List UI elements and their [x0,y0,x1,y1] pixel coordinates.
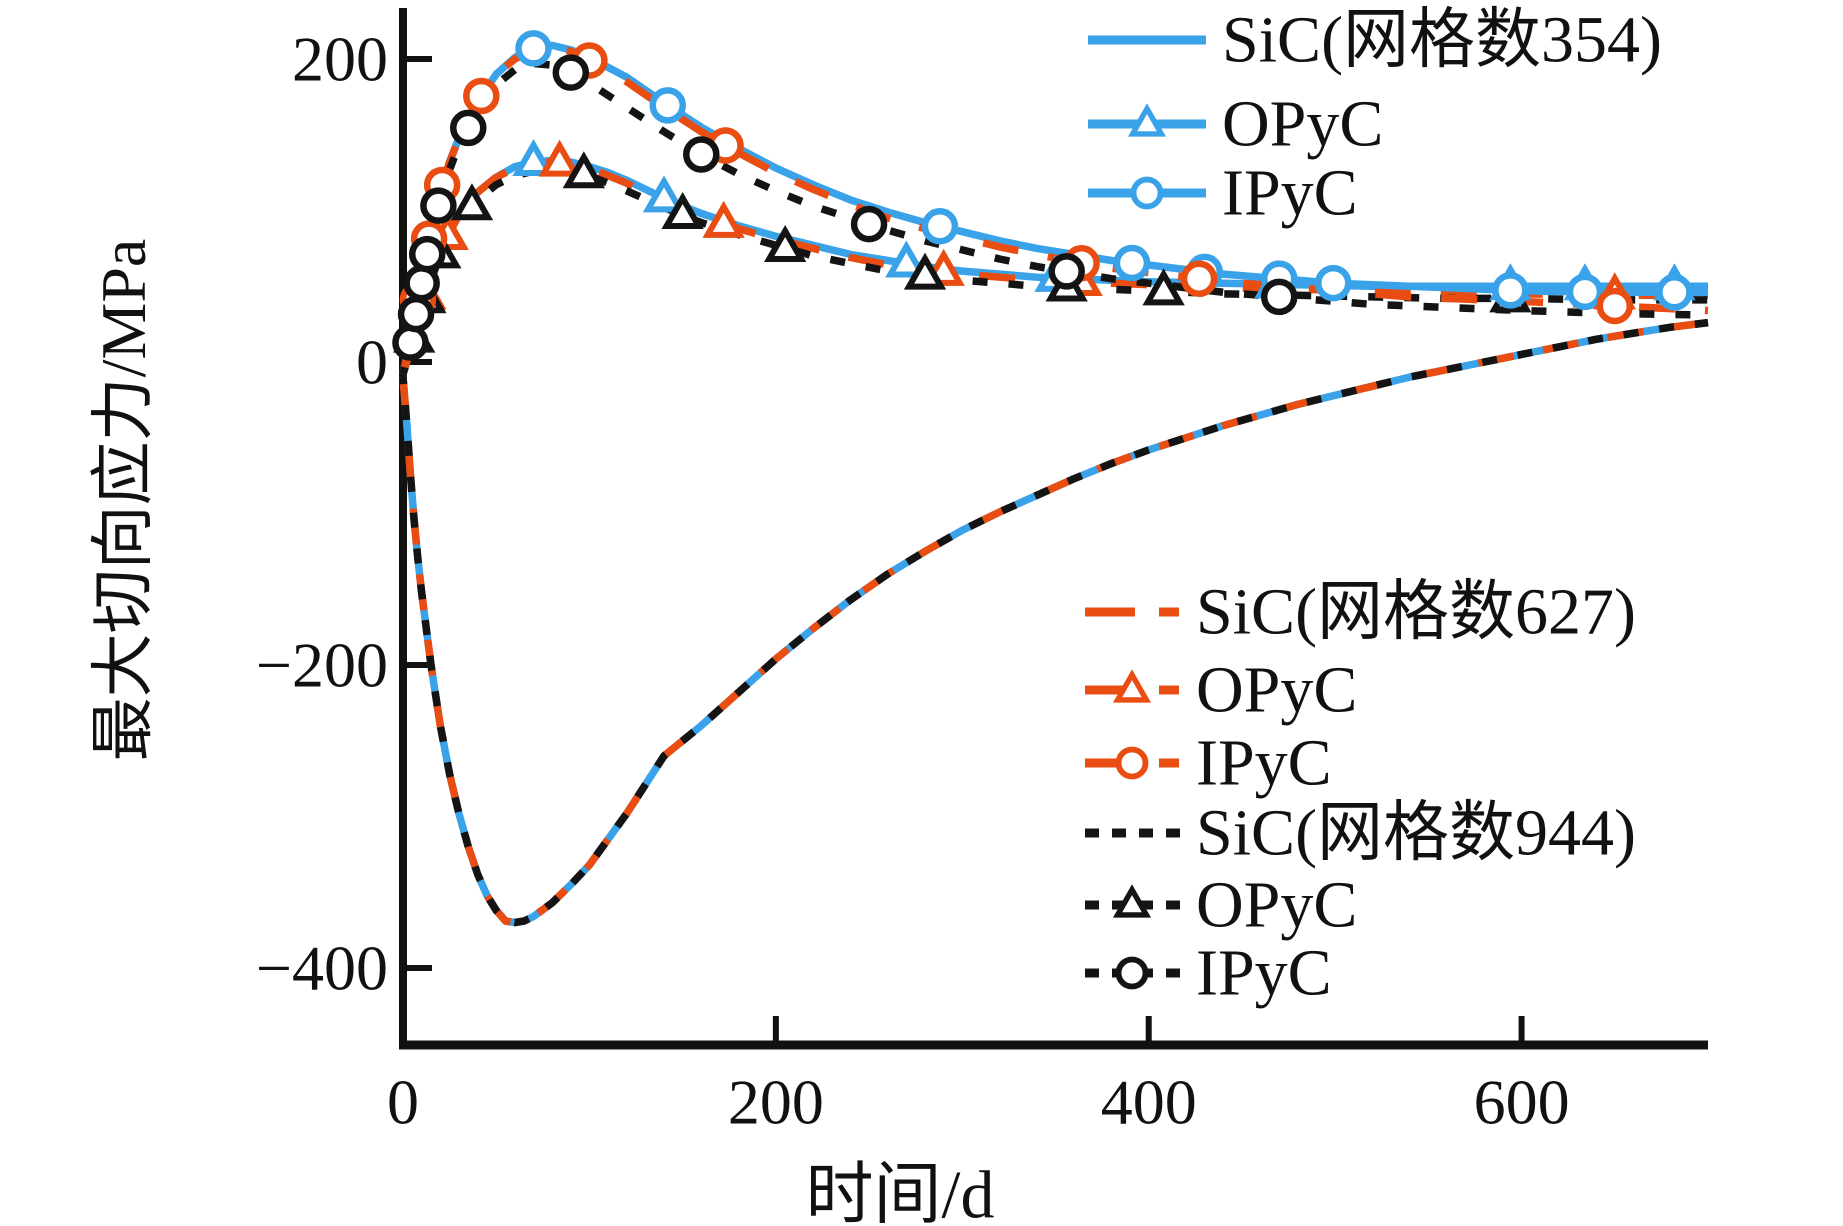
legend-label: OPyC [1222,88,1383,161]
circle-marker [515,30,552,67]
triangle-marker [1112,669,1152,703]
x-axis-title: 时间/d [805,1156,995,1226]
circle-marker [408,235,446,273]
circle-marker [1315,264,1352,302]
legend-label: OPyC [1196,654,1357,727]
circle-marker [683,136,720,173]
markers-ipyc-mesh354 [515,30,1693,311]
triangle-marker [1112,884,1152,918]
legend-label: IPyC [1196,937,1332,1010]
legend-row-SiC354-00: SiC(网格数354) [1088,4,1662,77]
triangle-marker [903,252,947,290]
series-ipyc-mesh354 [399,41,1708,375]
legend-row-SiC944-13: SiC(网格数944) [1085,797,1636,870]
triangle-marker [702,200,745,238]
circle-marker [397,295,435,333]
series-ipyc-mesh627 [399,43,1709,375]
x-tick-label-0: 0 [387,1067,419,1138]
triangle-marker [1142,268,1185,306]
circle-marker [450,109,487,147]
legend-row-IPyC-12: IPyC [1085,727,1332,800]
legend-label: IPyC [1196,727,1332,800]
circle-marker [1180,260,1218,298]
legend-row-OPyC-01: OPyC [1088,88,1383,161]
circle-marker [403,264,440,302]
circle-marker [1656,274,1693,311]
y-axis-title: 最大切向应力/MPa [88,238,159,762]
circle-marker [1048,253,1085,290]
series-opyc-mesh627 [399,158,1708,376]
markers-ipyc-mesh944 [392,54,1298,361]
legend-row-OPyC-14: OPyC [1085,869,1357,942]
legend-row-SiC627-10: SiC(网格数627) [1085,576,1636,649]
x-tick-label-600: 600 [1474,1067,1570,1138]
legend-row-IPyC-02: IPyC [1088,157,1358,230]
circle-marker [1113,244,1151,282]
triangle-marker [1127,103,1167,137]
circle-marker [1492,272,1529,309]
legend-label: SiC(网格数944) [1196,797,1636,870]
y-tick-label--200: −200 [256,630,388,701]
x-tick-label-400: 400 [1101,1067,1197,1138]
series-ipyc-mesh944 [399,59,1709,375]
circle-marker [1130,176,1164,210]
circle-marker [463,77,500,115]
x-tick-label-200: 200 [728,1067,824,1138]
y-tick-label--400: −400 [256,933,388,1004]
triangle-marker [885,240,928,278]
triangle-marker [450,183,494,221]
legend-row-IPyC-15: IPyC [1085,937,1332,1010]
circle-marker [1115,956,1149,990]
circle-marker [649,87,686,124]
circle-marker [552,54,590,91]
triangle-marker [562,151,606,189]
legend-label: SiC(网格数354) [1222,4,1662,77]
legend-label: OPyC [1196,869,1357,942]
triangle-marker [538,139,581,177]
triangle-marker [764,224,807,262]
series-sic-mesh627 [399,318,1709,927]
legend-label: IPyC [1222,157,1358,230]
circle-marker [850,205,888,243]
circle-marker [1566,273,1604,311]
circle-marker [1260,278,1298,316]
circle-marker [420,187,457,224]
triangle-marker [661,191,704,230]
y-tick-label-200: 200 [292,24,388,95]
circle-marker [1596,287,1634,325]
circle-marker [921,208,959,245]
y-tick-label-0: 0 [356,327,388,398]
circle-marker [1115,746,1149,780]
legend-row-OPyC-11: OPyC [1085,654,1357,727]
triangle-marker [642,175,686,213]
legend-label: SiC(网格数627) [1196,576,1636,649]
triangle-marker [512,138,555,177]
circle-marker [392,324,429,361]
